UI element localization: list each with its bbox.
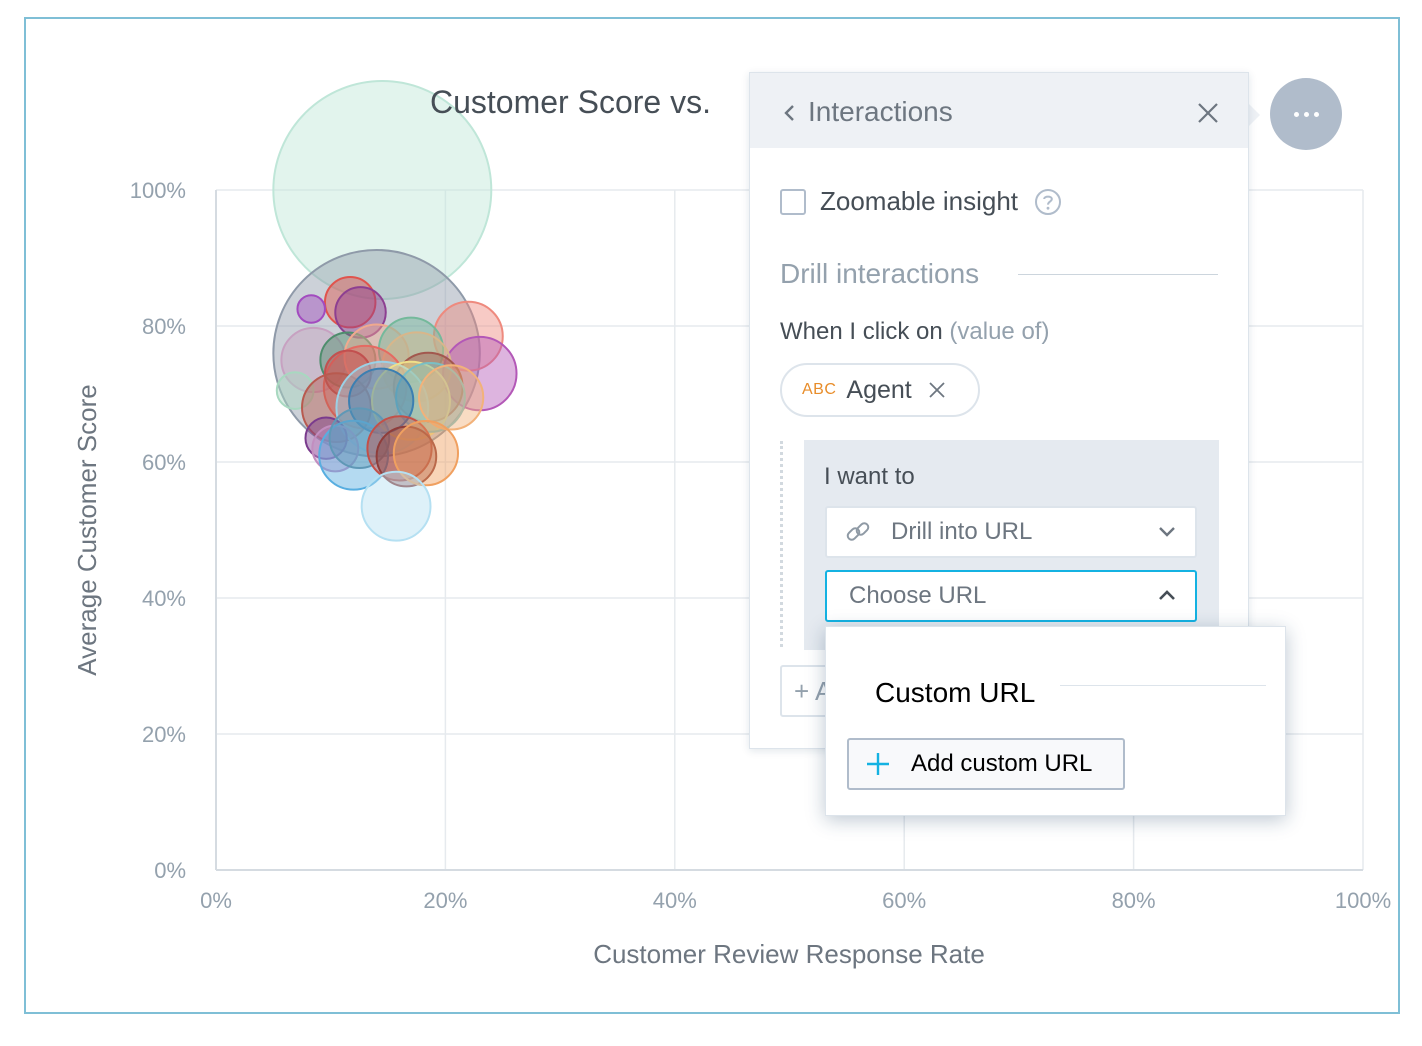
url-dropdown: Custom URL Add custom URL [825, 626, 1286, 816]
panel-pointer [1247, 102, 1260, 128]
click-on-label: When I click on (value of) [780, 318, 1049, 346]
attribute-chip[interactable]: ABC Agent [780, 363, 980, 417]
link-icon [846, 522, 870, 541]
drill-config-box: I want to Drill into URL Choose URL [804, 440, 1219, 650]
data-point [335, 360, 430, 455]
y-tick-label: 0% [154, 858, 186, 883]
data-point [395, 361, 466, 433]
more-icon-dot [1303, 111, 1309, 117]
data-point [418, 364, 485, 431]
url-select-placeholder: Choose URL [849, 582, 987, 609]
x-tick-label: 100% [1335, 888, 1391, 913]
chevron-left-icon[interactable] [782, 103, 798, 123]
plus-icon [867, 753, 889, 775]
dropdown-heading: Custom URL [875, 677, 1036, 708]
more-options-button[interactable] [1270, 78, 1342, 150]
help-icon[interactable] [1034, 188, 1062, 216]
attribute-type-icon: ABC [802, 381, 837, 398]
drill-section-title: Drill interactions [780, 258, 980, 289]
data-point [296, 294, 326, 324]
dropdown-divider [1060, 685, 1266, 686]
x-tick-label: 0% [200, 888, 232, 913]
zoomable-row: Zoomable insight [780, 186, 1062, 217]
want-to-label: I want to [824, 463, 915, 490]
more-icon-dot [1313, 111, 1319, 117]
data-point [360, 470, 432, 542]
y-tick-label: 20% [142, 722, 186, 747]
add-custom-url-button[interactable]: Add custom URL [847, 738, 1125, 790]
data-point [323, 275, 377, 329]
add-custom-url-label: Add custom URL [911, 750, 1093, 777]
data-point [323, 349, 372, 398]
zoomable-checkbox[interactable] [780, 188, 806, 215]
drill-type-value: Drill into URL [891, 518, 1033, 545]
y-tick-label: 40% [142, 586, 186, 611]
chevron-up-icon [1159, 590, 1175, 600]
data-point [366, 415, 433, 482]
chart-title: Customer Score vs. [430, 84, 711, 120]
data-point [318, 419, 390, 491]
x-tick-label: 20% [423, 888, 467, 913]
y-tick-label: 100% [130, 178, 186, 203]
section-divider [1018, 274, 1218, 275]
panel-header: Interactions [750, 73, 1248, 148]
zoomable-label[interactable]: Zoomable insight [820, 186, 1018, 216]
x-tick-label: 60% [882, 888, 926, 913]
chart-points [272, 80, 518, 542]
x-tick-label: 40% [653, 888, 697, 913]
panel-title: Interactions [808, 96, 953, 127]
chevron-down-icon [1159, 527, 1175, 537]
data-point [370, 360, 451, 441]
x-tick-label: 80% [1112, 888, 1156, 913]
remove-attribute-icon[interactable] [928, 381, 946, 399]
url-select[interactable]: Choose URL [825, 570, 1197, 622]
attribute-label: Agent [846, 375, 912, 404]
y-axis-label: Average Customer Score [72, 384, 102, 675]
drill-connector [780, 441, 783, 647]
close-icon[interactable] [1196, 101, 1220, 125]
click-on-text: When I click on [780, 318, 943, 345]
drill-type-select[interactable]: Drill into URL [825, 506, 1197, 558]
more-icon-dot [1293, 111, 1299, 117]
x-axis-label: Customer Review Response Rate [593, 939, 985, 969]
y-tick-label: 60% [142, 450, 186, 475]
data-point [275, 371, 315, 410]
data-point [392, 420, 460, 487]
data-point [343, 323, 410, 390]
y-tick-label: 80% [142, 314, 186, 339]
click-on-muted: (value of) [949, 318, 1050, 345]
chart-axes: 0% 20% 40% 60% 80% 100% 0% 20% 40% 60% 80% 100% [130, 178, 1391, 913]
data-point [304, 416, 348, 460]
data-point [328, 407, 391, 470]
